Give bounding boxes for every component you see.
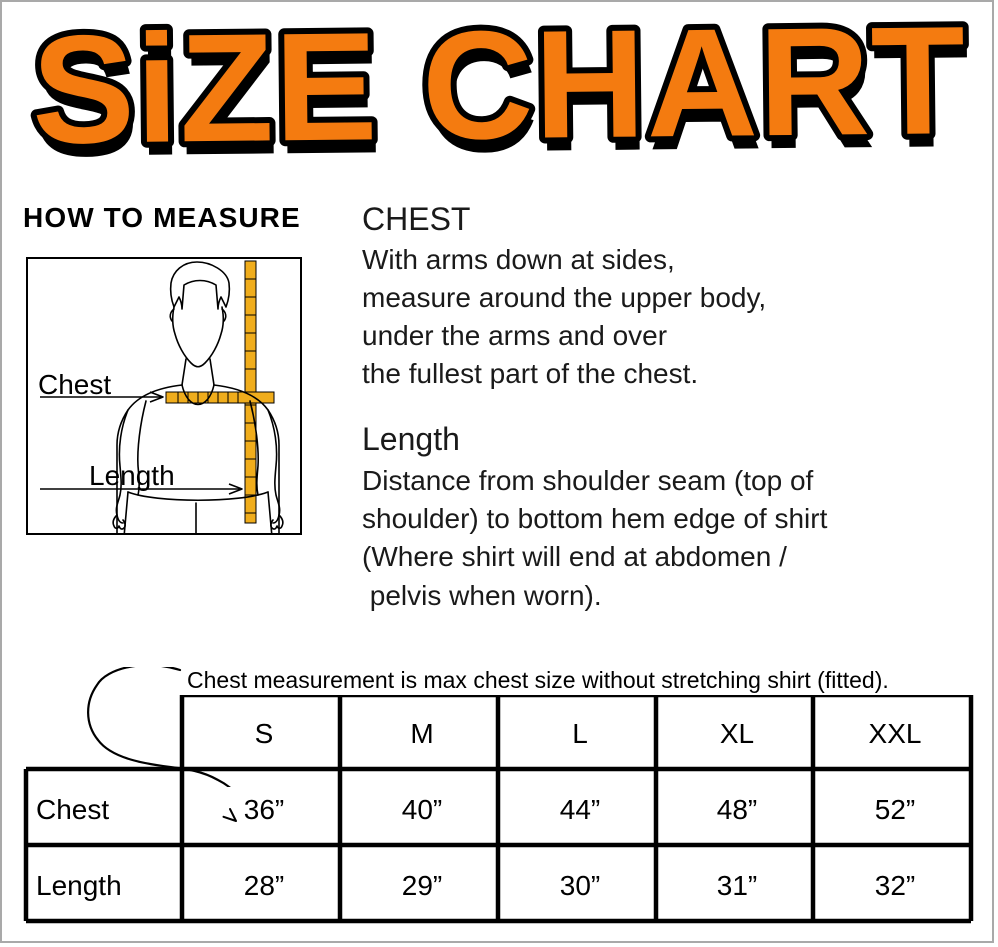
svg-text:31”: 31”: [717, 870, 757, 901]
svg-text:52”: 52”: [875, 794, 915, 825]
svg-text:48”: 48”: [717, 794, 757, 825]
svg-text:S: S: [255, 718, 274, 749]
svg-text:XXL: XXL: [869, 718, 922, 749]
svg-text:44”: 44”: [560, 794, 600, 825]
svg-text:30”: 30”: [560, 870, 600, 901]
svg-text:32”: 32”: [875, 870, 915, 901]
svg-text:29”: 29”: [402, 870, 442, 901]
svg-text:Length: Length: [36, 870, 122, 901]
svg-text:Chest: Chest: [36, 794, 109, 825]
svg-text:M: M: [410, 718, 433, 749]
svg-text:36”: 36”: [244, 794, 284, 825]
svg-text:SiZE CHART: SiZE CHART: [31, 2, 967, 176]
svg-text:28”: 28”: [244, 870, 284, 901]
svg-text:XL: XL: [720, 718, 754, 749]
svg-text:L: L: [572, 718, 588, 749]
svg-text:40”: 40”: [402, 794, 442, 825]
